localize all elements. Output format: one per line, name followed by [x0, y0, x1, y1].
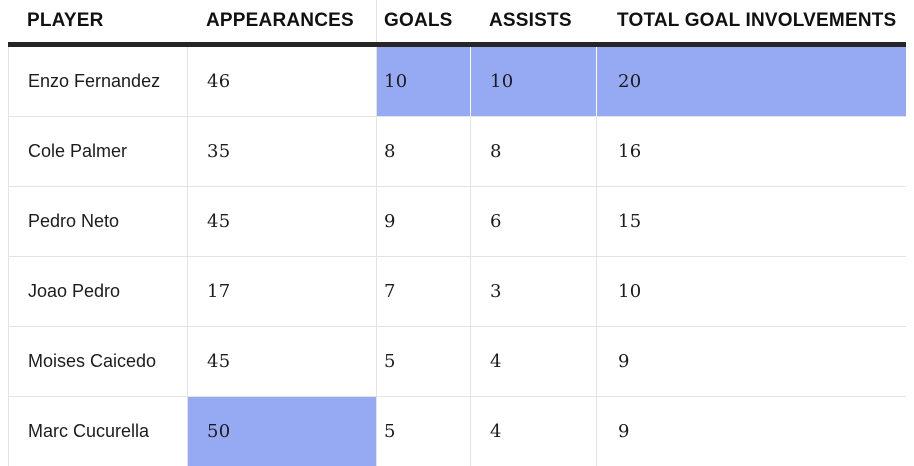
player-name-cell: Cole Palmer — [8, 117, 187, 187]
total-cell: 15 — [596, 187, 906, 257]
table-row: Joao Pedro 17 7 3 10 — [8, 257, 906, 327]
assists-cell: 3 — [470, 257, 596, 327]
goals-cell: 10 — [376, 47, 470, 117]
column-header-player: PLAYER — [27, 10, 104, 31]
table-row: Cole Palmer 35 8 8 16 — [8, 117, 906, 187]
total-cell: 9 — [596, 397, 906, 466]
total-cell: 10 — [596, 257, 906, 327]
player-name-cell: Enzo Fernandez — [8, 47, 187, 117]
column-header-goals: GOALS — [376, 0, 470, 42]
assists-cell: 4 — [470, 397, 596, 466]
column-header-total: TOTAL GOAL INVOLVEMENTS — [617, 10, 897, 31]
column-header-appearances: APPEARANCES — [206, 10, 354, 31]
player-name-cell: Moises Caicedo — [8, 327, 187, 397]
table-row: Pedro Neto 45 9 6 15 — [8, 187, 906, 257]
player-stats-table: PLAYER APPEARANCES GOALS ASSISTS TOTAL G… — [8, 0, 906, 466]
goals-cell: 5 — [376, 397, 470, 466]
goals-cell: 5 — [376, 327, 470, 397]
assists-cell: 8 — [470, 117, 596, 187]
appearances-cell: 45 — [187, 187, 376, 257]
player-name-cell: Pedro Neto — [8, 187, 187, 257]
table-row: Enzo Fernandez 46 10 10 20 — [8, 47, 906, 117]
assists-cell: 6 — [470, 187, 596, 257]
appearances-cell: 17 — [187, 257, 376, 327]
total-cell: 16 — [596, 117, 906, 187]
total-cell: 9 — [596, 327, 906, 397]
player-name-cell: Joao Pedro — [8, 257, 187, 327]
goals-cell: 8 — [376, 117, 470, 187]
appearances-cell: 45 — [187, 327, 376, 397]
assists-cell: 4 — [470, 327, 596, 397]
appearances-cell: 35 — [187, 117, 376, 187]
appearances-cell: 50 — [187, 397, 376, 466]
table-row: Marc Cucurella 50 5 4 9 — [8, 397, 906, 466]
table-row: Moises Caicedo 45 5 4 9 — [8, 327, 906, 397]
appearances-cell: 46 — [187, 47, 376, 117]
player-name-cell: Marc Cucurella — [8, 397, 187, 466]
assists-cell: 10 — [470, 47, 596, 117]
goals-cell: 7 — [376, 257, 470, 327]
total-cell: 20 — [596, 47, 906, 117]
column-header-assists: ASSISTS — [489, 10, 572, 31]
goals-cell: 9 — [376, 187, 470, 257]
table-header-row: PLAYER APPEARANCES GOALS ASSISTS TOTAL G… — [8, 0, 906, 47]
